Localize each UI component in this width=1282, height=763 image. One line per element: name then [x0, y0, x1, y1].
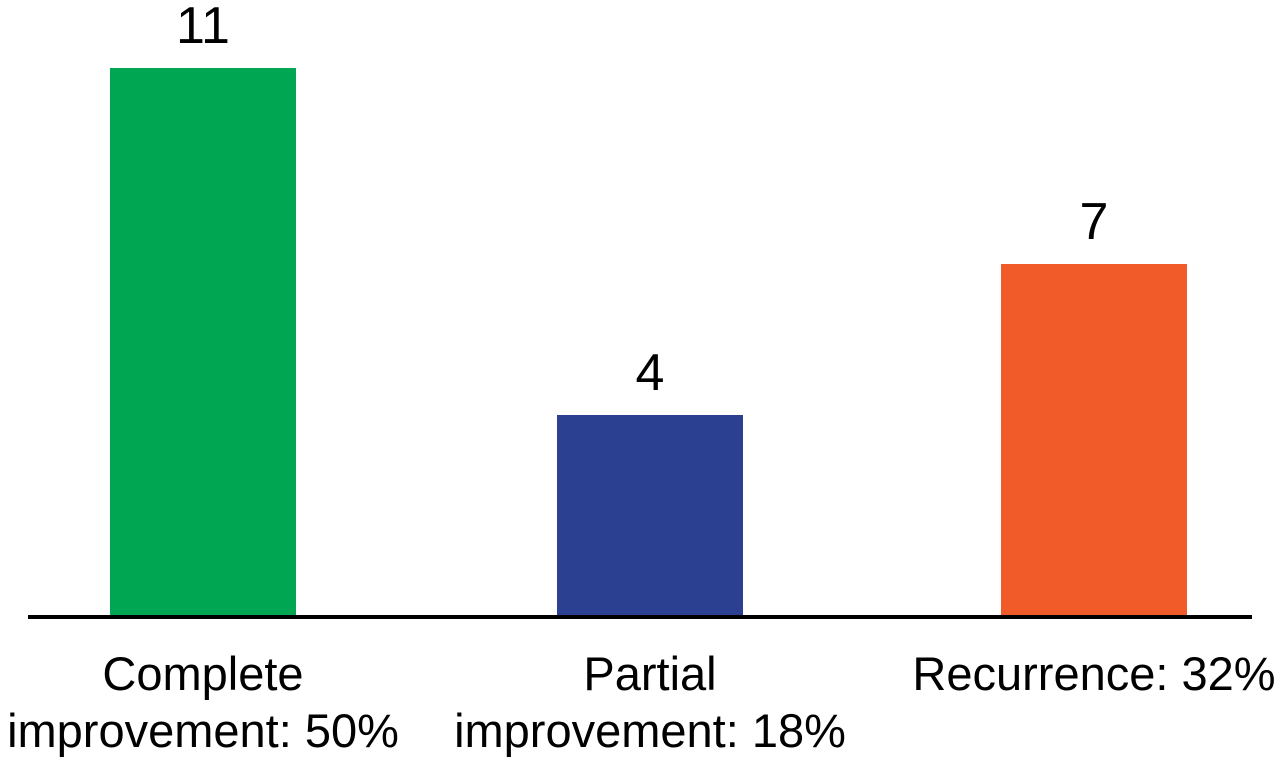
- bar-group-complete-improvement: 11: [110, 0, 296, 617]
- bar-group-partial-improvement: 4: [557, 0, 743, 617]
- bar-value-label-complete-improvement: 11: [176, 0, 230, 55]
- bar-complete-improvement: [110, 68, 296, 617]
- bar-recurrence: [1001, 264, 1187, 617]
- x-axis-line: [28, 615, 1252, 619]
- bar-partial-improvement: [557, 415, 743, 617]
- bar-group-recurrence: 7: [1001, 0, 1187, 617]
- bar-value-label-recurrence: 7: [1079, 193, 1109, 251]
- category-label-complete-improvement: Complete improvement: 50%: [7, 647, 399, 757]
- category-label-recurrence: Recurrence: 32%: [912, 647, 1276, 700]
- bar-value-label-partial-improvement: 4: [635, 344, 665, 402]
- category-label-partial-improvement: Partial improvement: 18%: [454, 647, 846, 757]
